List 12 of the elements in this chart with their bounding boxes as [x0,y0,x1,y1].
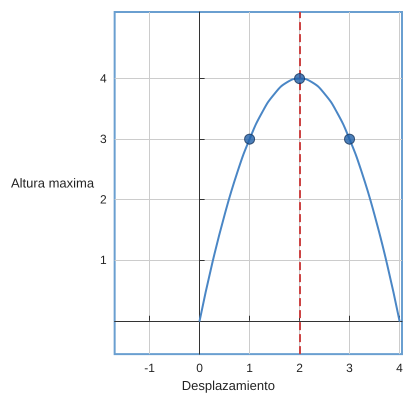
y-tick-label: 1 [100,253,107,268]
y-tick-label: 4 [100,72,107,86]
x-tick-label: 0 [196,361,204,376]
x-tick-label: -1 [144,361,156,376]
x-tick-label: 4 [396,361,404,376]
y-tick-label: 2 [100,192,107,207]
x-tick-label: 2 [296,361,304,376]
x-axis-title: Desplazamiento [182,378,275,393]
y-axis-title: Altura maxima [11,176,95,191]
y-tick-label: 3 [100,132,107,146]
x-tick-label: 3 [346,361,354,376]
x-tick-label: 1 [246,361,254,376]
